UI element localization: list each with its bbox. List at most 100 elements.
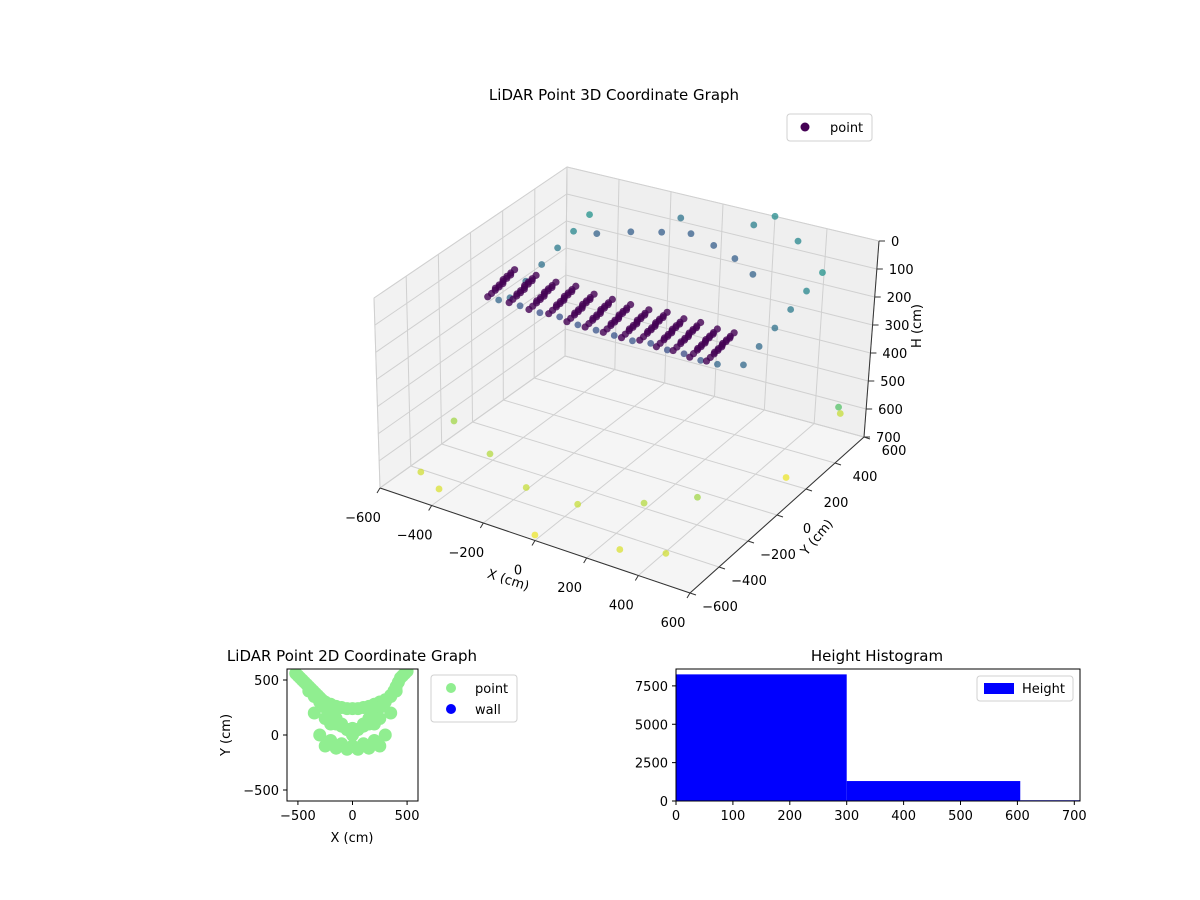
y-tick-label-2d: 0	[271, 729, 279, 744]
y-tick-label: −200	[760, 548, 796, 563]
grid-line	[533, 188, 536, 379]
point-3d	[663, 346, 671, 354]
y-tick-label: −600	[702, 600, 738, 615]
y-tick	[689, 592, 697, 596]
point-3d	[610, 332, 618, 339]
x-tick-label-2d: −500	[280, 809, 316, 824]
point-3d	[713, 325, 721, 333]
point-2d	[367, 717, 381, 731]
point-3d	[687, 230, 695, 238]
y-tick-label: −400	[731, 574, 767, 589]
grid-line	[763, 216, 776, 411]
grid-line	[813, 228, 828, 424]
z-tick-label: 600	[878, 403, 903, 418]
point-3d	[787, 306, 795, 313]
point-3d	[835, 403, 842, 411]
point-3d	[417, 468, 425, 476]
point-3d	[538, 261, 546, 268]
grid-line	[373, 166, 568, 299]
plot3d-title: LiDAR Point 3D Coordinate Graph	[489, 86, 739, 104]
x-tick-label-hist: 500	[948, 809, 973, 824]
y-tick-label-hist: 7500	[635, 680, 668, 695]
point-2d	[356, 719, 370, 733]
plot2d-xlabel: X (cm)	[331, 831, 374, 846]
grid-line	[405, 276, 412, 467]
grid-line	[376, 247, 567, 380]
plot3d-legend: point	[786, 113, 873, 142]
points-3d	[417, 211, 844, 557]
x-tick-label-hist: 0	[672, 809, 680, 824]
point-2d	[329, 741, 343, 755]
x-tick-label-hist: 400	[891, 809, 916, 824]
grid-line	[502, 210, 504, 401]
y-tick	[718, 566, 726, 570]
x-tick-label: 200	[557, 581, 582, 596]
point-2d	[378, 728, 392, 742]
y-tick	[747, 540, 755, 544]
point-3d	[536, 309, 544, 317]
point-3d	[697, 318, 705, 327]
point-3d	[570, 227, 577, 235]
point-3d	[495, 296, 503, 304]
point-3d	[629, 337, 636, 345]
y-tick-label-hist: 2500	[635, 757, 668, 772]
point-3d	[554, 244, 561, 252]
point-3d	[435, 485, 443, 493]
grid-line	[377, 274, 567, 407]
plot2d-ylabel: Y (cm)	[219, 714, 234, 757]
ticks-hist: 0 100 200 300 400 500 600 700 0 2500 5000 7500	[635, 680, 1087, 824]
plot-2d: LiDAR Point 2D Coordinate Graph −500−500…	[219, 647, 518, 846]
grid-line	[566, 220, 875, 298]
x-tick-label: −200	[448, 546, 484, 561]
x-tick	[634, 575, 639, 581]
point-3d	[586, 211, 593, 218]
point-3d	[677, 214, 685, 222]
grid-line	[374, 193, 567, 326]
y-tick-label-hist: 0	[660, 795, 668, 810]
point-2d	[384, 706, 398, 720]
point-3d	[626, 301, 635, 309]
y-tick-label-2d: 500	[254, 674, 279, 689]
point-2d	[313, 728, 327, 742]
legend-height-swatch	[984, 683, 1014, 694]
hist-title: Height Histogram	[811, 647, 943, 665]
point-3d	[782, 474, 790, 481]
points-2d	[289, 669, 414, 756]
grid-line	[564, 355, 865, 438]
grid-line	[379, 355, 566, 489]
x-tick-label: −400	[397, 529, 433, 544]
point-3d	[771, 212, 779, 220]
grid-line	[437, 254, 443, 445]
grid-line	[378, 328, 566, 462]
z-tick-label: 300	[885, 319, 910, 334]
point-2d	[362, 741, 376, 755]
x-tick-label-hist: 100	[720, 809, 745, 824]
plot-3d: LiDAR Point 3D Coordinate Graph −600 −400…	[345, 86, 925, 631]
x-tick-label: −600	[345, 511, 381, 526]
legend-point-marker-2d	[446, 683, 456, 693]
hist-bars	[676, 674, 1080, 801]
grid-line	[566, 193, 877, 270]
point-2d	[340, 742, 354, 756]
legend-height-label: Height	[1022, 682, 1065, 697]
z-tick-label: 500	[880, 375, 905, 390]
legend-wall-marker-2d	[446, 704, 456, 714]
legend-point-label: point	[830, 121, 863, 136]
point-2d	[373, 739, 387, 753]
point-3d	[574, 500, 582, 508]
ticks-2d: −500−500 0 0 500 500	[243, 674, 419, 824]
point-2d	[351, 742, 365, 756]
point-2d	[389, 684, 403, 698]
grid-line	[566, 247, 873, 326]
point-3d	[771, 324, 779, 332]
z-tick-label: 700	[876, 431, 901, 446]
ticks-3d: −600 −400 −200 0 200 400 600 −600 −400 −200 0 200 40…	[345, 235, 914, 631]
x-tick	[428, 505, 433, 511]
point-3d	[794, 237, 802, 245]
point-3d	[803, 287, 810, 295]
point-3d	[627, 228, 635, 236]
point-2d	[400, 669, 414, 678]
point-3d	[450, 417, 458, 425]
point-3d	[552, 278, 560, 286]
z-tick-label: 200	[887, 291, 912, 306]
